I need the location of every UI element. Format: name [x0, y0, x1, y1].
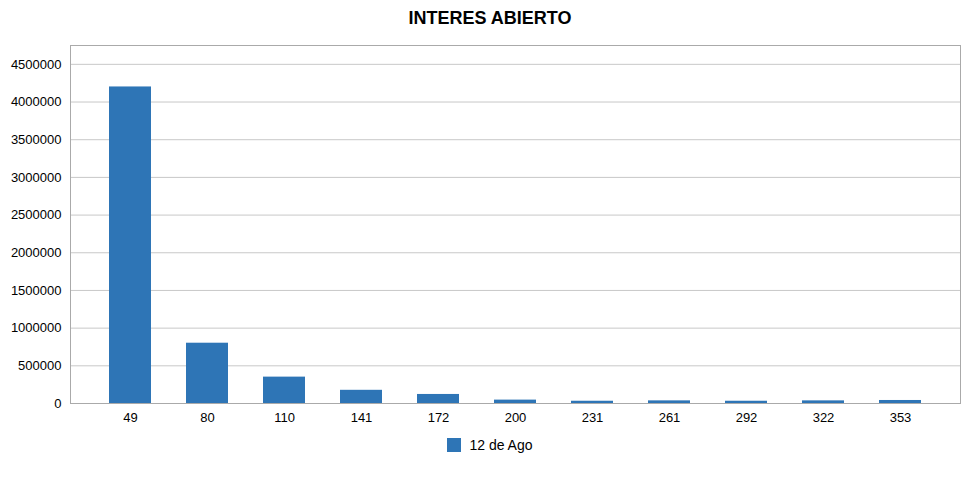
html-text:INTERES ABIERTO: INTERES ABIERTO	[408, 8, 572, 28]
svg-text:141: 141	[351, 410, 373, 425]
svg-text:353: 353	[890, 410, 912, 425]
svg-text:292: 292	[736, 410, 758, 425]
svg-text:80: 80	[200, 410, 214, 425]
svg-text:4500000: 4500000	[11, 57, 62, 72]
svg-text:500000: 500000	[18, 358, 61, 373]
svg-text:200: 200	[505, 410, 527, 425]
svg-text:1500000: 1500000	[11, 283, 62, 298]
svg-text:3000000: 3000000	[11, 170, 62, 185]
svg-text:49: 49	[123, 410, 137, 425]
svg-text:1000000: 1000000	[11, 320, 62, 335]
svg-text:4000000: 4000000	[11, 94, 62, 109]
svg-text:172: 172	[428, 410, 450, 425]
html-text:12 de Ago: 12 de Ago	[469, 437, 533, 453]
svg-text:3500000: 3500000	[11, 132, 62, 147]
svg-text:322: 322	[813, 410, 835, 425]
svg-text:261: 261	[659, 410, 681, 425]
svg-text:110: 110	[274, 410, 295, 425]
svg-text:0: 0	[54, 396, 61, 411]
svg-text:2500000: 2500000	[11, 207, 62, 222]
svg-text:231: 231	[582, 410, 604, 425]
svg-text:2000000: 2000000	[11, 245, 62, 260]
